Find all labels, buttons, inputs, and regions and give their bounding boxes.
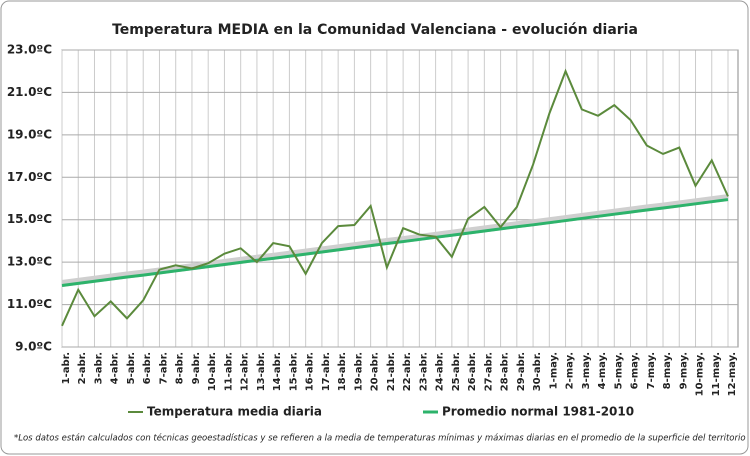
x-tick-label: 4-may. (597, 352, 608, 389)
legend-label: Temperatura media diaria (147, 405, 322, 419)
legend-label: Promedio normal 1981-2010 (442, 405, 634, 419)
x-tick-label: 7-may. (646, 352, 657, 389)
chart-title: Temperatura MEDIA en la Comunidad Valenc… (112, 22, 638, 38)
x-tick-label: 14-abr. (272, 352, 283, 391)
x-tick-label: 10-may. (695, 352, 706, 396)
x-tick-label: 5-abr. (126, 352, 137, 384)
x-tick-label: 7-abr. (158, 352, 169, 384)
x-tick-label: 3-may. (581, 352, 592, 389)
y-tick-label: 17.0ºC (7, 170, 52, 184)
y-tick-label: 9.0ºC (15, 340, 52, 354)
x-tick-label: 12-may. (727, 352, 738, 396)
x-tick-label: 9-may. (678, 352, 689, 389)
x-tick-label: 1-may. (548, 352, 559, 389)
x-tick-label: 2-may. (565, 352, 576, 389)
x-tick-label: 22-abr. (402, 352, 413, 391)
series-line (61, 68, 729, 327)
y-tick-label: 11.0ºC (7, 297, 52, 311)
x-tick-label: 13-abr. (256, 352, 267, 391)
x-tick-label: 6-abr. (142, 352, 153, 384)
x-tick-label: 11-may. (711, 352, 722, 396)
x-tick-label: 24-abr. (435, 352, 446, 391)
x-tick-label: 17-abr. (321, 352, 332, 391)
x-tick-label: 3-abr. (93, 352, 104, 384)
x-tick-label: 28-abr. (500, 352, 511, 391)
x-tick-label: 27-abr. (483, 352, 494, 391)
x-tick-label: 30-abr. (532, 352, 543, 391)
x-tick-label: 8-may. (662, 352, 673, 389)
x-tick-label: 23-abr. (418, 352, 429, 391)
x-tick-label: 10-abr. (207, 352, 218, 391)
x-tick-label: 29-abr. (516, 352, 527, 391)
x-tick-label: 1-abr. (61, 352, 72, 384)
x-tick-label: 11-abr. (223, 352, 234, 391)
x-tick-label: 16-abr. (305, 352, 316, 391)
x-tick-label: 20-abr. (370, 352, 381, 391)
x-tick-label: 9-abr. (191, 352, 202, 384)
x-tick-label: 4-abr. (110, 352, 121, 384)
x-tick-label: 18-abr. (337, 352, 348, 391)
series-line (61, 198, 729, 287)
x-tick-label: 12-abr. (240, 352, 251, 391)
footnote: *Los datos están calculados con técnicas… (14, 433, 746, 444)
x-tick-label: 15-abr. (288, 352, 299, 391)
x-tick-label: 5-may. (613, 352, 624, 389)
x-tick-label: 25-abr. (451, 352, 462, 391)
y-tick-label: 19.0ºC (7, 127, 52, 141)
x-tick-label: 2-abr. (77, 352, 88, 384)
y-tick-label: 21.0ºC (7, 85, 52, 99)
x-tick-label: 21-abr. (386, 352, 397, 391)
y-tick-label: 23.0ºC (7, 43, 52, 57)
x-tick-label: 6-may. (630, 352, 641, 389)
normal-band (61, 194, 729, 287)
y-tick-label: 13.0ºC (7, 255, 52, 269)
x-tick-label: 8-abr. (175, 352, 186, 384)
y-tick-label: 15.0ºC (7, 212, 52, 226)
x-tick-label: 19-abr. (353, 352, 364, 391)
x-tick-label: 26-abr. (467, 352, 478, 391)
